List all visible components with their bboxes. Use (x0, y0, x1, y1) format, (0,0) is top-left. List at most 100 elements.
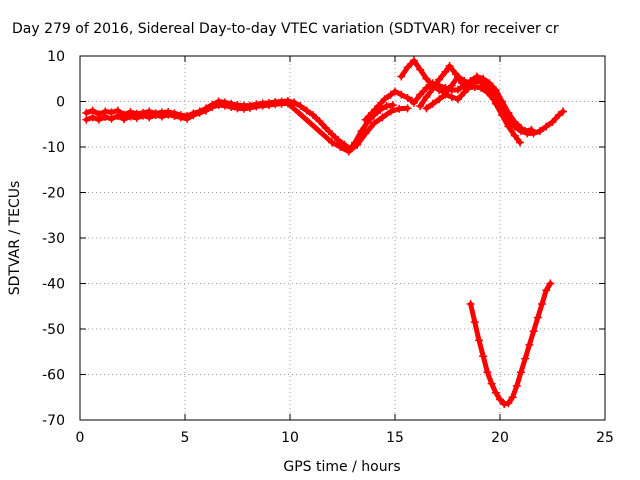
data-point (126, 112, 135, 121)
data-point (82, 108, 91, 117)
data-point (195, 108, 204, 117)
data-point (208, 102, 217, 111)
data-points (82, 56, 567, 409)
data-point (422, 104, 431, 113)
series-trace (468, 281, 553, 407)
data-point (395, 104, 404, 113)
data-point (94, 115, 103, 124)
data-point (403, 104, 412, 113)
data-point (145, 113, 154, 122)
data-point (435, 95, 444, 104)
y-tick-label: -50 (42, 322, 65, 338)
data-point (512, 381, 521, 390)
data-point (479, 74, 488, 83)
data-point (538, 299, 546, 308)
data-point (170, 112, 179, 121)
data-point (361, 115, 370, 124)
data-point (466, 299, 475, 308)
x-tick-label: 15 (386, 430, 404, 446)
data-point (483, 88, 492, 97)
data-point (559, 107, 567, 116)
data-point (441, 90, 450, 99)
data-point (296, 102, 305, 111)
data-point (475, 336, 483, 345)
data-point (441, 67, 450, 76)
y-tick-label: -10 (42, 140, 65, 156)
data-point (157, 112, 166, 121)
data-point (477, 83, 486, 92)
y-tick-label: -70 (42, 413, 65, 429)
data-point (374, 102, 383, 111)
data-point (515, 138, 524, 147)
data-point (336, 143, 345, 151)
data-point (183, 114, 192, 123)
y-tick-label: -60 (42, 368, 65, 384)
data-point (220, 101, 229, 110)
data-point (202, 106, 210, 115)
data-point (470, 82, 479, 91)
data-point (309, 111, 318, 120)
data-point (521, 127, 530, 136)
x-tick-label: 20 (491, 430, 509, 446)
data-point (321, 123, 330, 132)
data-point (454, 85, 462, 94)
data-point (101, 112, 110, 121)
series-6 (466, 279, 555, 409)
x-tick-label: 25 (596, 430, 614, 446)
data-point (466, 77, 475, 86)
y-tick-label: 10 (47, 49, 65, 65)
data-point (88, 113, 97, 122)
data-point (334, 136, 343, 145)
data-point (176, 113, 185, 122)
data-point (397, 72, 406, 81)
y-tick-label: 0 (56, 95, 65, 111)
data-point (416, 90, 425, 99)
x-axis-tick-labels: 0 5 10 15 20 25 (76, 430, 614, 446)
data-point (498, 97, 507, 106)
data-point (361, 129, 370, 138)
data-point (380, 95, 389, 104)
data-point (472, 72, 481, 81)
data-point (378, 113, 387, 122)
data-point (504, 399, 513, 408)
data-point (422, 74, 431, 83)
data-point (357, 127, 366, 136)
data-point (458, 79, 467, 88)
data-point (397, 90, 406, 99)
data-point (542, 122, 551, 131)
data-point (447, 92, 456, 101)
series-0 (82, 97, 397, 154)
data-point (290, 98, 299, 107)
series-1 (82, 99, 412, 156)
data-point (227, 102, 236, 111)
data-point (139, 111, 147, 120)
y-tick-label: -20 (42, 186, 65, 202)
y-axis-title: SDTVAR / TECUs (7, 181, 23, 296)
data-point (487, 379, 496, 388)
data-point (460, 88, 469, 97)
data-point (382, 102, 391, 111)
data-point (113, 112, 122, 121)
data-point (533, 313, 542, 322)
x-tick-label: 10 (281, 430, 299, 446)
data-point (315, 117, 324, 126)
data-point (470, 318, 479, 327)
data-point (542, 286, 551, 295)
data-point (546, 279, 555, 288)
data-point (403, 93, 412, 102)
data-point (489, 95, 498, 104)
data-point (416, 65, 425, 74)
axis-ticks (79, 55, 606, 421)
data-point (246, 103, 255, 112)
data-point (353, 140, 362, 149)
chart-title: Day 279 of 2016, Sidereal Day-to-day VTE… (12, 21, 559, 37)
data-point (521, 354, 530, 363)
data-point (422, 92, 431, 101)
data-point (435, 86, 444, 95)
data-point (504, 122, 513, 131)
data-point (370, 119, 378, 128)
data-point (88, 106, 97, 115)
data-point (189, 111, 198, 120)
data-point (386, 107, 395, 116)
